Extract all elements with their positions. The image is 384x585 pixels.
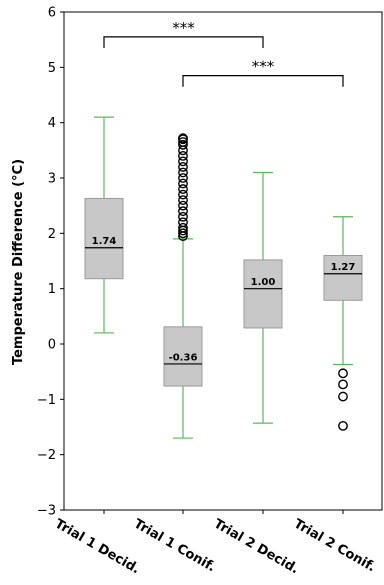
outlier-point bbox=[178, 167, 188, 178]
median-label: 1.00 bbox=[251, 277, 276, 288]
y-tick-label: −2 bbox=[37, 448, 56, 463]
iqr-box bbox=[323, 254, 363, 301]
y-tick-label: −1 bbox=[37, 393, 56, 408]
median-label: -0.36 bbox=[169, 352, 198, 363]
x-tick-label: Trial 1 Conif. bbox=[131, 516, 218, 575]
outlier-point bbox=[338, 368, 348, 379]
outlier-point bbox=[178, 178, 188, 189]
y-tick-label: 1 bbox=[48, 282, 56, 297]
y-tick-label: 0 bbox=[48, 338, 56, 353]
plot-frame bbox=[63, 11, 383, 511]
outlier-point bbox=[178, 228, 188, 239]
y-tick-label: 6 bbox=[48, 6, 56, 21]
median-label: 1.27 bbox=[331, 262, 356, 273]
x-tick-label: Trial 2 Decid. bbox=[211, 516, 301, 577]
outlier-point bbox=[178, 184, 188, 194]
outlier-point bbox=[178, 217, 188, 228]
y-tick-label: 5 bbox=[48, 61, 56, 76]
outlier-point bbox=[178, 195, 188, 206]
outlier-point bbox=[178, 162, 188, 172]
iqr-box bbox=[84, 197, 124, 280]
outlier-point bbox=[178, 137, 188, 147]
outlier-point bbox=[178, 173, 188, 183]
outlier-point bbox=[178, 156, 188, 167]
outlier-point bbox=[338, 391, 348, 402]
box-1: 1.74 bbox=[84, 116, 124, 334]
significance-bracket-1: *** bbox=[103, 19, 264, 48]
bracket-line bbox=[103, 36, 264, 48]
outlier-point bbox=[178, 133, 188, 144]
outlier-point bbox=[178, 200, 188, 211]
significance-label: *** bbox=[172, 19, 195, 37]
significance-label: *** bbox=[252, 58, 275, 76]
outlier-point bbox=[338, 379, 348, 390]
box-2: -0.36 bbox=[163, 133, 203, 439]
y-tick-label: −3 bbox=[37, 504, 56, 519]
outlier-point bbox=[178, 189, 188, 200]
outlier-point bbox=[338, 420, 348, 431]
iqr-box bbox=[243, 259, 283, 329]
x-tick-label: Trial 1 Decid. bbox=[52, 516, 142, 577]
bracket-line bbox=[182, 75, 344, 87]
outlier-point bbox=[178, 222, 188, 233]
significance-bracket-2: *** bbox=[182, 58, 344, 87]
significance-brackets: *** *** bbox=[103, 19, 344, 87]
y-tick-label: 4 bbox=[48, 116, 56, 131]
outlier-point bbox=[178, 211, 188, 222]
outlier-point bbox=[178, 206, 188, 217]
iqr-box bbox=[163, 326, 203, 387]
y-tick-label: 2 bbox=[48, 227, 56, 242]
box-series: 1.74 -0.36 1.00 1.27 bbox=[84, 116, 363, 439]
outlier-point bbox=[178, 150, 188, 161]
box-3: 1.00 bbox=[243, 171, 283, 424]
y-axis-label: Temperature Difference (°C) bbox=[11, 159, 26, 365]
y-tick-label: 3 bbox=[48, 172, 56, 187]
median-label: 1.74 bbox=[92, 236, 117, 247]
outlier-point bbox=[178, 139, 188, 150]
x-tick-label: Trial 2 Conif. bbox=[291, 516, 378, 575]
box-4: 1.27 bbox=[323, 216, 363, 431]
